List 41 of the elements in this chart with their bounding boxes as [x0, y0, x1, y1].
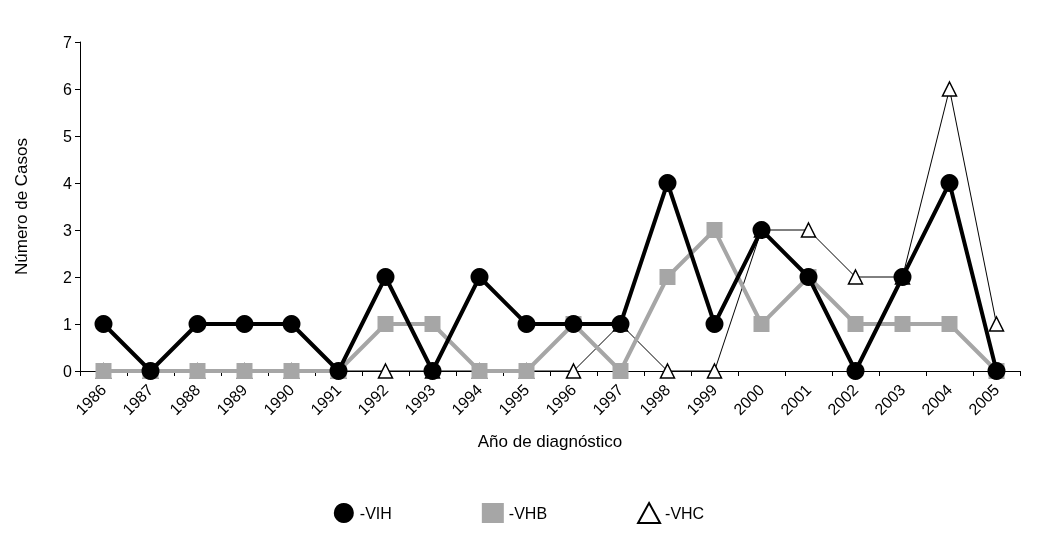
legend-label: -VHC — [665, 504, 705, 522]
y-axis-title: Número de Casos — [12, 137, 31, 276]
point — [377, 363, 394, 379]
y-tick-label: 5 — [63, 127, 73, 145]
point — [847, 269, 864, 285]
point — [424, 316, 441, 332]
point — [94, 315, 113, 333]
y-tick-label: 2 — [63, 268, 73, 286]
point — [705, 315, 724, 333]
point — [800, 222, 817, 238]
point — [753, 316, 770, 332]
point — [706, 363, 723, 379]
point — [846, 362, 865, 380]
point — [894, 316, 911, 332]
point — [659, 363, 676, 379]
y-tick-label: 3 — [63, 221, 73, 239]
point — [282, 315, 301, 333]
y-tick-label: 7 — [63, 33, 73, 51]
point — [988, 316, 1005, 332]
legend-label: -VIH — [359, 504, 392, 522]
x-axis-title: Año de diagnóstico — [477, 432, 623, 451]
point — [612, 363, 629, 379]
point — [941, 316, 958, 332]
point — [376, 268, 395, 286]
y-tick-label: 1 — [63, 315, 73, 333]
point — [659, 269, 676, 285]
y-tick-label: 0 — [63, 362, 73, 380]
point — [235, 315, 254, 333]
point — [706, 222, 723, 238]
y-tick-label: 4 — [63, 174, 73, 192]
point — [941, 81, 958, 97]
point — [940, 174, 959, 192]
point — [470, 268, 489, 286]
point — [517, 315, 536, 333]
point — [188, 315, 207, 333]
point — [658, 174, 677, 192]
legend-label: -VHB — [508, 504, 548, 522]
y-tick-label: 6 — [63, 80, 73, 98]
point — [377, 316, 394, 332]
point — [565, 363, 582, 379]
point — [847, 316, 864, 332]
